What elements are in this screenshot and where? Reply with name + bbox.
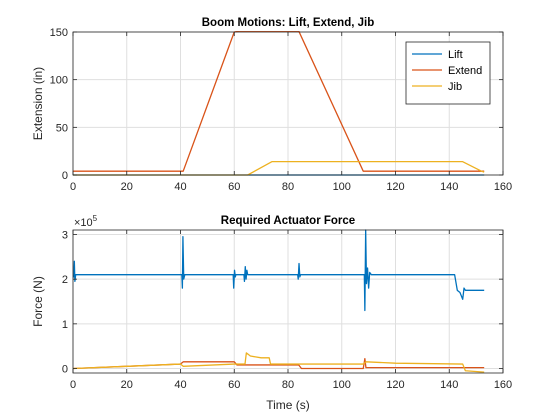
chart-1: 0 20 40 60 80 100 120 140 160 0 50 100 150 Boom Motio… [31, 17, 512, 193]
x-tick-label: 140 [440, 181, 458, 193]
x-tick-label: 120 [386, 181, 404, 193]
x-tick-label: 60 [228, 379, 240, 391]
y-axis-label: Extension (in) [31, 67, 45, 140]
y-tick-label: 0 [62, 170, 68, 182]
y-axis-label: Force (N) [31, 276, 45, 327]
x-axis-label: Time (s) [266, 398, 310, 412]
legend-label-extend: Extend [448, 65, 482, 77]
series-line-3 [73, 352, 485, 373]
y-tick-label: 150 [50, 27, 68, 39]
x-tick-label: 0 [70, 379, 76, 391]
chart-title: Boom Motions: Lift, Extend, Jib [202, 17, 375, 29]
x-tick-label: 40 [174, 379, 186, 391]
y-tick-label: 3 [62, 229, 68, 241]
x-tick-label: 120 [386, 379, 404, 391]
legend-label-jib: Jib [448, 81, 462, 93]
legend: Lift Extend Jib [405, 41, 491, 105]
x-tick-label: 160 [494, 181, 512, 193]
series-group [73, 229, 485, 373]
y-tick-label: 50 [56, 122, 68, 134]
y-tick-label: 2 [62, 274, 68, 286]
x-tick-label: 100 [333, 181, 351, 193]
y-exponent-label: ×105 [74, 214, 98, 229]
x-tick-label: 0 [70, 181, 76, 193]
legend-label-lift: Lift [448, 49, 463, 61]
y-tick-label: 0 [62, 364, 68, 376]
x-tick-label: 60 [228, 181, 240, 193]
chart-2: 0 20 40 60 80 100 120 140 160 0 1 2 3 ×105 Required Ac… [31, 214, 512, 412]
x-tick-label: 20 [121, 181, 133, 193]
y-tick-label: 100 [50, 75, 68, 87]
chart-title: Required Actuator Force [221, 215, 355, 227]
x-tick-label: 160 [494, 379, 512, 391]
x-tick-label: 20 [121, 379, 133, 391]
y-tick-label: 1 [62, 319, 68, 331]
x-tick-label: 40 [174, 181, 186, 193]
series-line-extend [73, 31, 485, 172]
x-tick-label: 80 [282, 379, 294, 391]
x-tick-label: 140 [440, 379, 458, 391]
legend-box [405, 41, 491, 105]
x-tick-label: 80 [282, 181, 294, 193]
series-line-1 [73, 229, 485, 312]
x-tick-label: 100 [333, 379, 351, 391]
